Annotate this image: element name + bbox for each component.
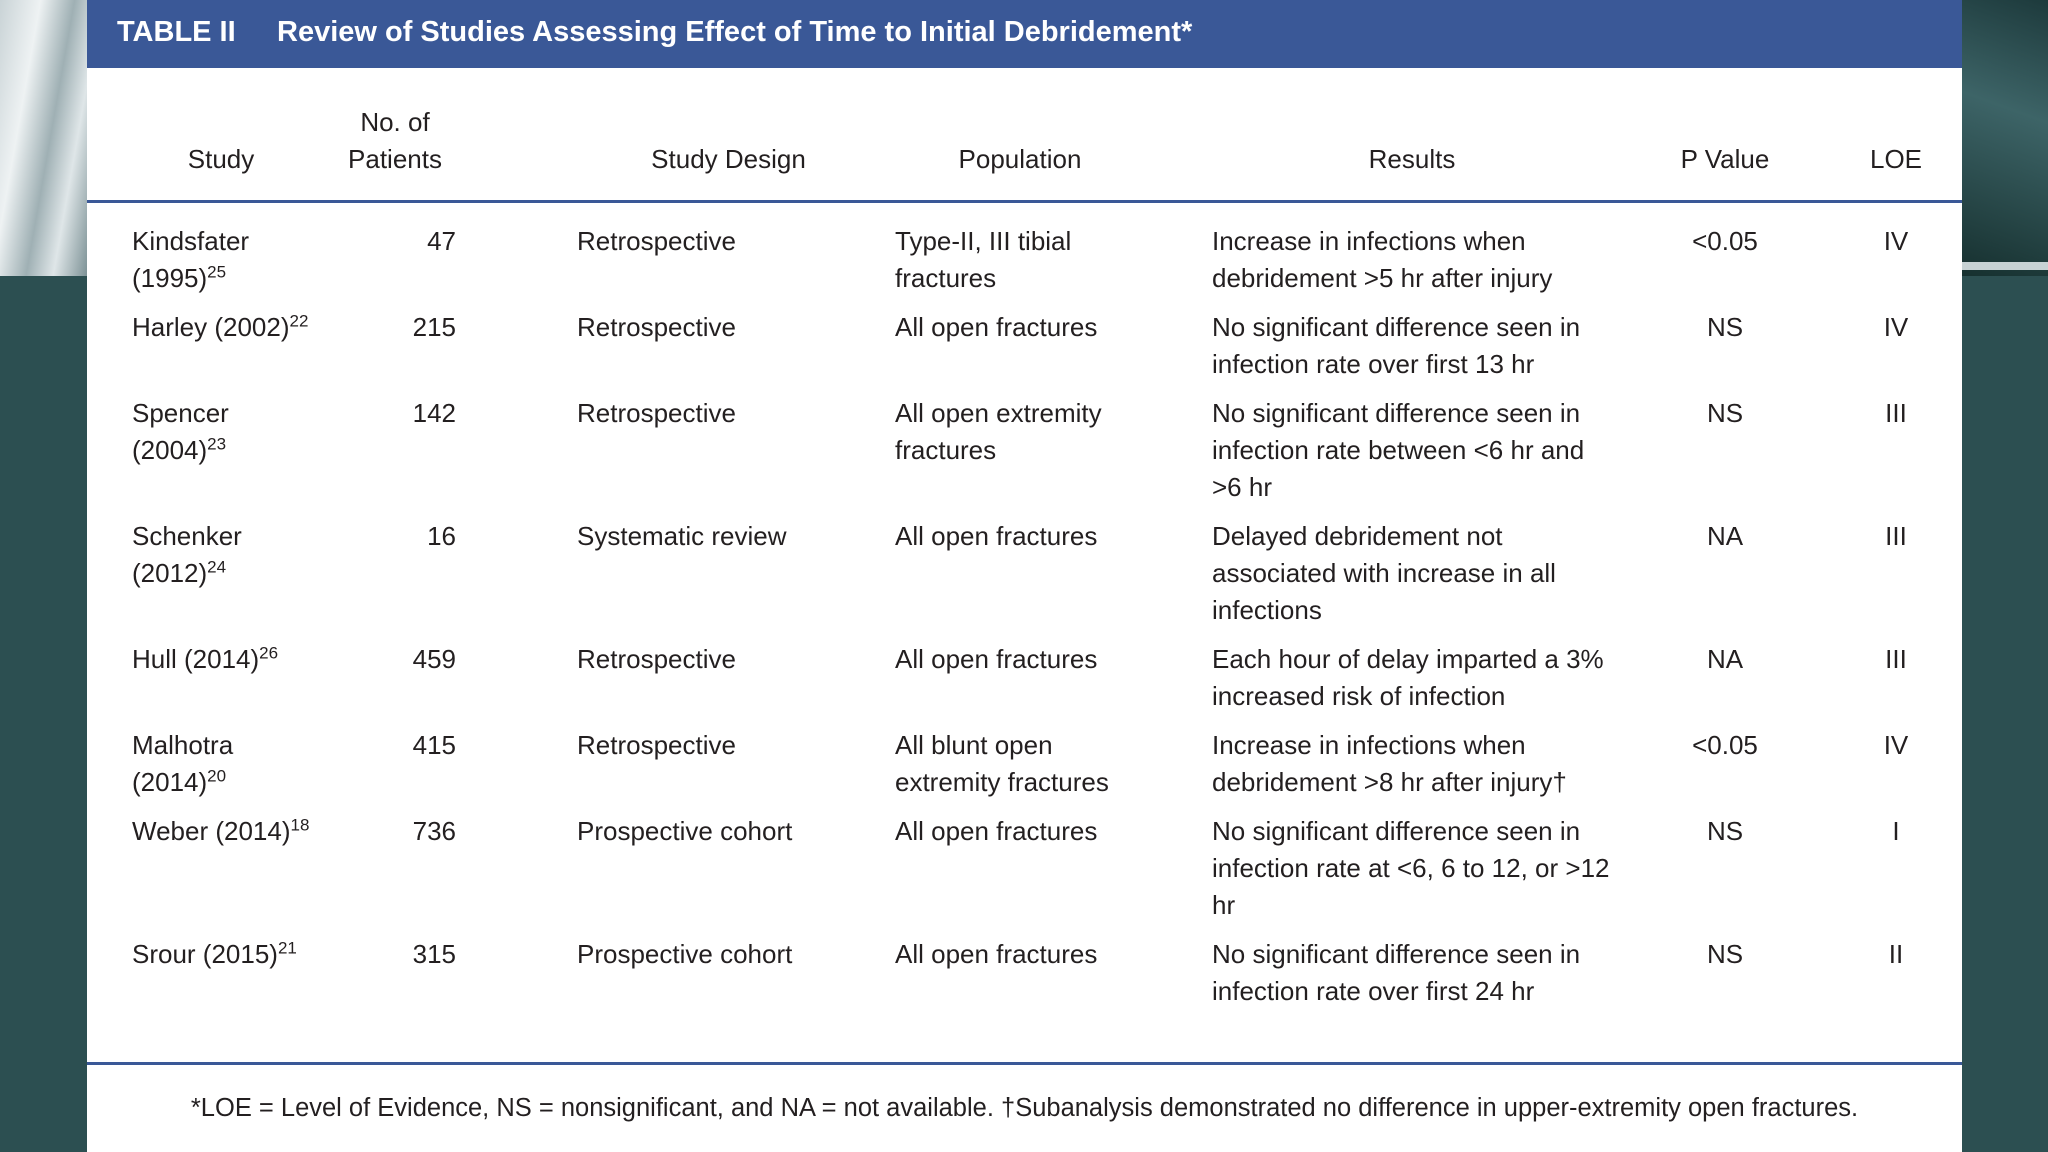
table-cell: NS	[1706, 939, 1744, 969]
column-header: Study Design	[470, 68, 880, 203]
reference: 22	[289, 311, 309, 331]
table-cell: Increase in infections when debridement …	[1212, 226, 1553, 293]
column-header: P Value	[1620, 68, 1830, 203]
table-cell: All open fractures	[895, 644, 1098, 674]
table-cell: No significant difference seen in infect…	[1212, 816, 1610, 920]
reference: 25	[207, 262, 227, 282]
table-row: Spencer (2004)23 142 Retrospective All open…	[87, 395, 1962, 518]
background-image	[1962, 0, 2048, 276]
table-cell: III	[1885, 521, 1907, 551]
table-cell: All blunt open extremity fractures	[895, 730, 1109, 797]
table-cell: 215	[412, 312, 456, 342]
table-cell: III	[1885, 644, 1907, 674]
table-cell: Hull (2014)26	[87, 641, 320, 727]
table-cell: Increase in infections when debridement …	[1212, 730, 1567, 797]
table-cell: Kindsfater (1995)25	[87, 202, 320, 310]
table-cell: IV	[1883, 226, 1909, 256]
table-cell: 415	[412, 730, 456, 760]
column-header: Population	[880, 68, 1200, 203]
study-name: Schenker (2012)	[132, 521, 242, 588]
table-cell: NA	[1706, 644, 1744, 674]
table-row: Srour (2015)21 315 Prospective cohort All o…	[87, 936, 1962, 1022]
table-cell: All open fractures	[895, 939, 1098, 969]
table-label: TABLE II	[117, 16, 236, 48]
reference: 24	[207, 557, 227, 577]
table-row: Malhotra (2014)20 415 Retrospective All blu…	[87, 727, 1962, 813]
column-header: Results	[1200, 68, 1620, 203]
table-cell: 142	[412, 398, 456, 428]
table-row: Schenker (2012)24 16 Systematic review All …	[87, 518, 1962, 641]
reference: 26	[259, 643, 279, 663]
table-cell: Srour (2015)21	[87, 936, 320, 1022]
table-cell: All open extremity fractures	[895, 398, 1102, 465]
table-cell: NS	[1706, 398, 1744, 428]
background-image	[0, 0, 87, 276]
table-row: Weber (2014)18 736 Prospective cohort All o…	[87, 813, 1962, 936]
table-cell: 47	[427, 226, 456, 256]
table-cell: Prospective cohort	[577, 939, 793, 969]
table-cell: 315	[412, 939, 456, 969]
table-cell: NA	[1706, 521, 1744, 551]
study-name: Weber (2014)	[132, 816, 291, 846]
table-cell: No significant difference seen in infect…	[1212, 312, 1581, 379]
table-cell: Retrospective	[577, 398, 736, 428]
table-cell: <0.05	[1692, 226, 1758, 256]
table-cell: 16	[427, 521, 456, 551]
table-cell: Weber (2014)18	[87, 813, 320, 936]
study-name: Spencer (2004)	[132, 398, 229, 465]
table-cell: All open fractures	[895, 521, 1098, 551]
reference: 20	[207, 766, 227, 786]
reference: 21	[277, 938, 297, 958]
table-cell: Spencer (2004)23	[87, 395, 320, 518]
table-cell: No significant difference seen in infect…	[1212, 939, 1581, 1006]
header-row: Study No. of Patients Study Design Populati…	[87, 68, 1962, 203]
table-cell: Each hour of delay imparted a 3% increas…	[1212, 644, 1604, 711]
table-cell: NS	[1706, 816, 1744, 846]
table-cell: 459	[412, 644, 456, 674]
table-cell: Retrospective	[577, 312, 736, 342]
study-name: Hull (2014)	[132, 644, 260, 674]
table-cell: All open fractures	[895, 816, 1098, 846]
table-cell: NS	[1706, 312, 1744, 342]
table-cell: All open fractures	[895, 312, 1098, 342]
reference: 18	[290, 815, 310, 835]
table-cell: Retrospective	[577, 730, 736, 760]
table-cell: <0.05	[1692, 730, 1758, 760]
column-header: Study	[87, 68, 320, 203]
table-body: Kindsfater (1995)25 47 Retrospective Type-I…	[87, 202, 1962, 1023]
table-cell: I	[1892, 816, 1900, 846]
table-cell: Delayed debridement not associated with …	[1212, 521, 1556, 625]
table-row: Harley (2002)22 215 Retrospective All open …	[87, 309, 1962, 395]
table-cell: No significant difference seen in infect…	[1212, 398, 1585, 502]
table-cell: Harley (2002)22	[87, 309, 320, 395]
table-cell: Malhotra (2014)20	[87, 727, 320, 813]
table-cell: IV	[1883, 312, 1909, 342]
decoration	[1962, 262, 2048, 270]
footnote: *LOE = Level of Evidence, NS = nonsignif…	[87, 1062, 1962, 1127]
table-cell: 736	[412, 816, 456, 846]
table-cell: Prospective cohort	[577, 816, 793, 846]
column-header: LOE	[1830, 68, 1962, 203]
table-cell: III	[1885, 398, 1907, 428]
table-cell: Type-II, III tibial fractures	[895, 226, 1072, 293]
table-cell: IV	[1883, 730, 1909, 760]
table-panel: TABLE II Review of Studies Assessing Eff…	[87, 0, 1962, 1152]
table-cell: Systematic review	[577, 521, 787, 551]
table-row: Kindsfater (1995)25 47 Retrospective Type-I…	[87, 202, 1962, 310]
table-cell: Retrospective	[577, 226, 736, 256]
table-cell: Schenker (2012)24	[87, 518, 320, 641]
table-cell: II	[1888, 939, 1904, 969]
study-name: Srour (2015)	[132, 939, 278, 969]
table-row: Hull (2014)26 459 Retrospective All open fr…	[87, 641, 1962, 727]
study-name: Malhotra (2014)	[132, 730, 234, 797]
table-header: TABLE II Review of Studies Assessing Eff…	[87, 0, 1962, 68]
table-cell: Retrospective	[577, 644, 736, 674]
column-header: No. of Patients	[320, 68, 470, 203]
study-name: Harley (2002)	[132, 312, 290, 342]
table: Study No. of Patients Study Design Populati…	[87, 68, 1962, 1022]
reference: 23	[207, 434, 227, 454]
table-title: Review of Studies Assessing Effect of Ti…	[277, 16, 1193, 48]
study-name: Kindsfater (1995)	[132, 226, 250, 293]
